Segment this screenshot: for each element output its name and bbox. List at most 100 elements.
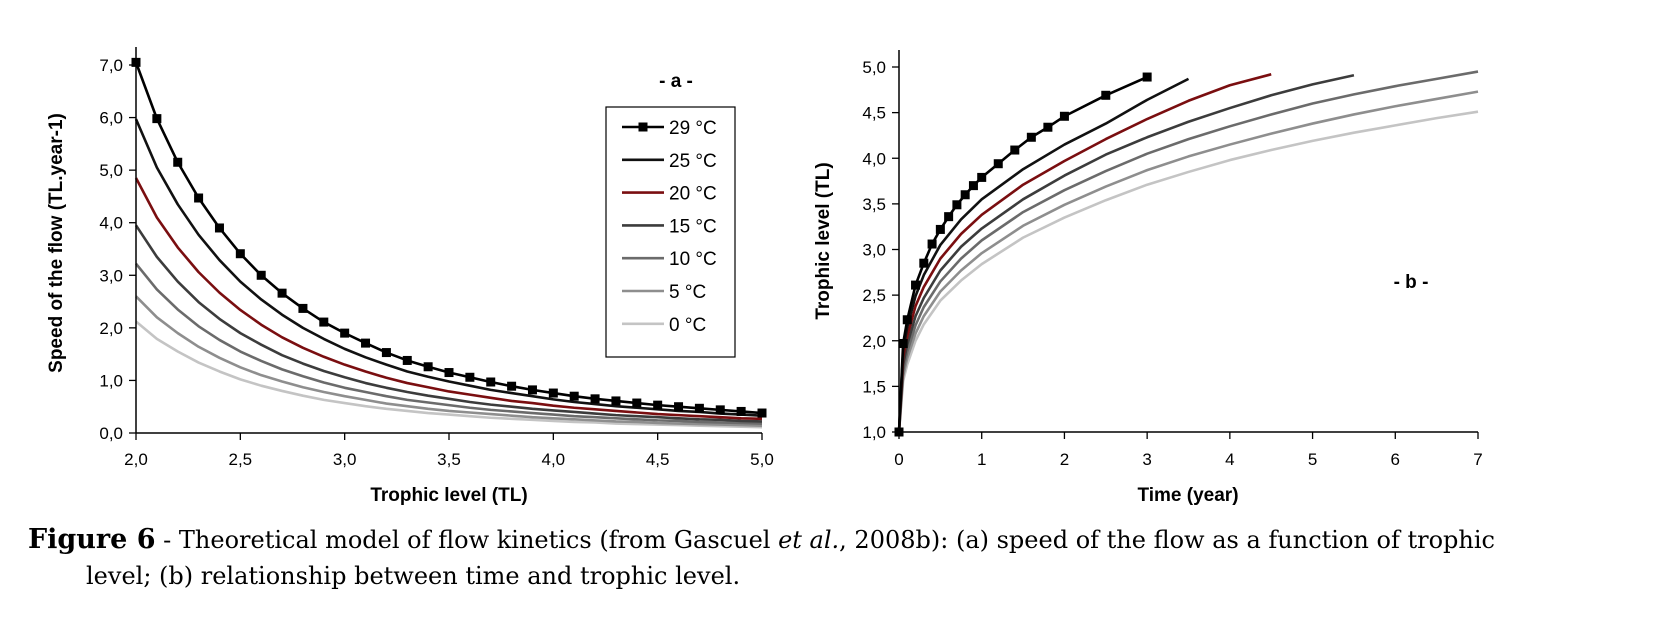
panel-b-y-tick-label: 4,0	[862, 149, 886, 168]
panel-b-marker	[944, 212, 954, 222]
panel-a-x-tick-label: 4,5	[646, 450, 670, 469]
legend-entry-label: 29 °C	[669, 118, 717, 139]
legend-entry-label: 5 °C	[669, 282, 706, 303]
panel-b-marker	[960, 190, 970, 200]
panel-a-marker	[298, 303, 308, 313]
panel-a-marker	[423, 362, 433, 372]
panel-b-y-tick-label: 2,5	[862, 286, 886, 305]
panel-b-x-axis-title: Time (year)	[1137, 485, 1238, 506]
panel-a-marker	[715, 405, 725, 415]
panel-b-line-20c	[897, 73, 1272, 433]
panel-b-y-tick-label: 2,0	[862, 332, 886, 351]
panel-a-marker	[757, 408, 767, 418]
panel-b-x-tick-label: 3	[1142, 450, 1151, 469]
panel-b-marker	[1142, 72, 1152, 82]
panel-b-marker	[935, 224, 945, 234]
panel-a-y-tick-label: 7,0	[99, 56, 123, 75]
panel-a-line-10c	[134, 262, 763, 425]
panel-a-y-axis-title: Speed of the flow (TL.year-1)	[46, 113, 67, 373]
panel-a-marker	[277, 288, 287, 298]
panel-a-marker	[674, 402, 684, 412]
panel-b-trophic-level-vs-time: 0 1 2 3 4 5 6 7 1,0 1,5 2,0 2,5 3,0 3,5 4,0 4,5 5,0 - b …	[813, 50, 1483, 506]
panel-b-marker	[1101, 90, 1111, 100]
panel-b-y-axis-title: Trophic level (TL)	[813, 162, 834, 319]
legend-box	[605, 106, 736, 358]
panel-b-x-tick-label: 7	[1473, 450, 1482, 469]
panel-a-x-tick-label: 2,0	[124, 450, 148, 469]
panel-b-line-15c	[897, 73, 1355, 433]
panel-a-ticks: 2,0 2,5 3,0 3,5 4,0 4,5 5,0 0,0 1,0 2,0 3,0 4,0 5,0 6…	[99, 56, 773, 469]
panel-a-marker	[444, 368, 454, 378]
panel-a-x-tick-label: 3,0	[333, 450, 357, 469]
panel-b-marker	[1059, 111, 1069, 121]
panel-a-marker	[590, 394, 600, 404]
panel-b-marker	[1010, 145, 1020, 155]
panel-a-marker	[569, 391, 579, 401]
figure-6-chart-area: 2,0 2,5 3,0 3,5 4,0 4,5 5,0 0,0 1,0 2,0 3,0 4,0 5,0 6…	[46, 47, 1483, 506]
panel-b-marker	[1043, 122, 1053, 132]
panel-a-marker	[152, 114, 162, 124]
panel-b-marker	[952, 200, 962, 210]
panel-b-x-tick-label: 6	[1391, 450, 1400, 469]
panel-a-marker	[381, 348, 391, 358]
panel-b-x-tick-label: 4	[1225, 450, 1234, 469]
panel-a-marker	[194, 193, 204, 203]
caption-text-part-1: - Theoretical model of flow kinetics (fr…	[155, 526, 779, 554]
panel-b-marker	[919, 258, 929, 268]
panel-b-line-5c	[897, 90, 1479, 433]
caption-text-part-2: , 2008b): (a) speed of the flow as a fun…	[839, 526, 1495, 554]
legend-entry-label: 15 °C	[669, 216, 717, 237]
panel-b-y-tick-label: 5,0	[862, 58, 886, 77]
panel-a-line-15c	[134, 224, 763, 423]
panel-a-y-tick-label: 2,0	[99, 319, 123, 338]
panel-b-marker	[968, 181, 978, 191]
panel-a-marker	[214, 223, 224, 233]
panel-b-x-tick-label: 2	[1060, 450, 1069, 469]
legend-entry-label: 0 °C	[669, 315, 706, 336]
panel-a-marker	[736, 406, 746, 416]
panel-b-line-0c	[897, 110, 1479, 433]
panel-a-marker	[653, 400, 663, 410]
panel-a-marker	[527, 385, 537, 395]
panel-b-y-tick-label: 4,5	[862, 104, 886, 123]
panel-a-y-tick-label: 4,0	[99, 214, 123, 233]
panel-a-marker	[465, 372, 475, 382]
panel-a-marker	[611, 396, 621, 406]
panel-b-marker	[902, 315, 912, 325]
panel-b-marker	[1026, 132, 1036, 142]
panel-b-marker	[993, 159, 1003, 169]
panel-b-y-tick-label: 1,5	[862, 377, 886, 396]
legend-marker	[638, 122, 648, 132]
panel-a-marker	[548, 388, 558, 398]
panel-b-y-tick-label: 1,0	[862, 423, 886, 442]
panel-b-x-tick-label: 0	[894, 450, 903, 469]
panel-b-marker	[977, 172, 987, 182]
panel-a-x-axis-title: Trophic level (TL)	[370, 485, 527, 506]
panel-a-marker	[507, 381, 517, 391]
panel-b-line-10c	[897, 70, 1479, 433]
panel-a-marker	[486, 377, 496, 387]
panel-a-y-tick-label: 3,0	[99, 266, 123, 285]
figure-label: Figure 6	[28, 524, 156, 555]
panel-a-y-tick-label: 6,0	[99, 109, 123, 128]
panel-b-marker	[911, 280, 921, 290]
panel-a-marker	[340, 328, 350, 338]
panel-a-x-tick-label: 4,0	[542, 450, 566, 469]
panel-a-x-tick-label: 2,5	[229, 450, 253, 469]
panel-a-line-20c	[134, 177, 763, 421]
panel-a-marker	[694, 403, 704, 413]
legend-entry-label: 25 °C	[669, 151, 717, 172]
panel-a-marker	[319, 317, 329, 327]
panel-a-line-0c	[135, 320, 763, 429]
panel-b-y-tick-label: 3,5	[862, 195, 886, 214]
panel-b-ticks: 0 1 2 3 4 5 6 7 1,0 1,5 2,0 2,5 3,0 3,5 4,0 4,5 5,0	[862, 58, 1482, 469]
panel-b-x-tick-label: 5	[1308, 450, 1317, 469]
panel-a-marker	[235, 249, 245, 259]
panel-b-series-group	[894, 70, 1479, 437]
panel-a-x-tick-label: 3,5	[437, 450, 461, 469]
figure-caption: Figure 6 - Theoretical model of flow kin…	[28, 522, 1638, 594]
panel-b-y-tick-label: 3,0	[862, 241, 886, 260]
panel-a-legend: 29 °C 25 °C 20 °C 15 °C 10 °C 5 °C 0 °C	[605, 106, 736, 358]
panel-a-speed-vs-trophic-level: 2,0 2,5 3,0 3,5 4,0 4,5 5,0 0,0 1,0 2,0 3,0 4,0 5,0 6…	[46, 47, 774, 506]
caption-line-2: level; (b) relationship between time and…	[86, 562, 741, 590]
